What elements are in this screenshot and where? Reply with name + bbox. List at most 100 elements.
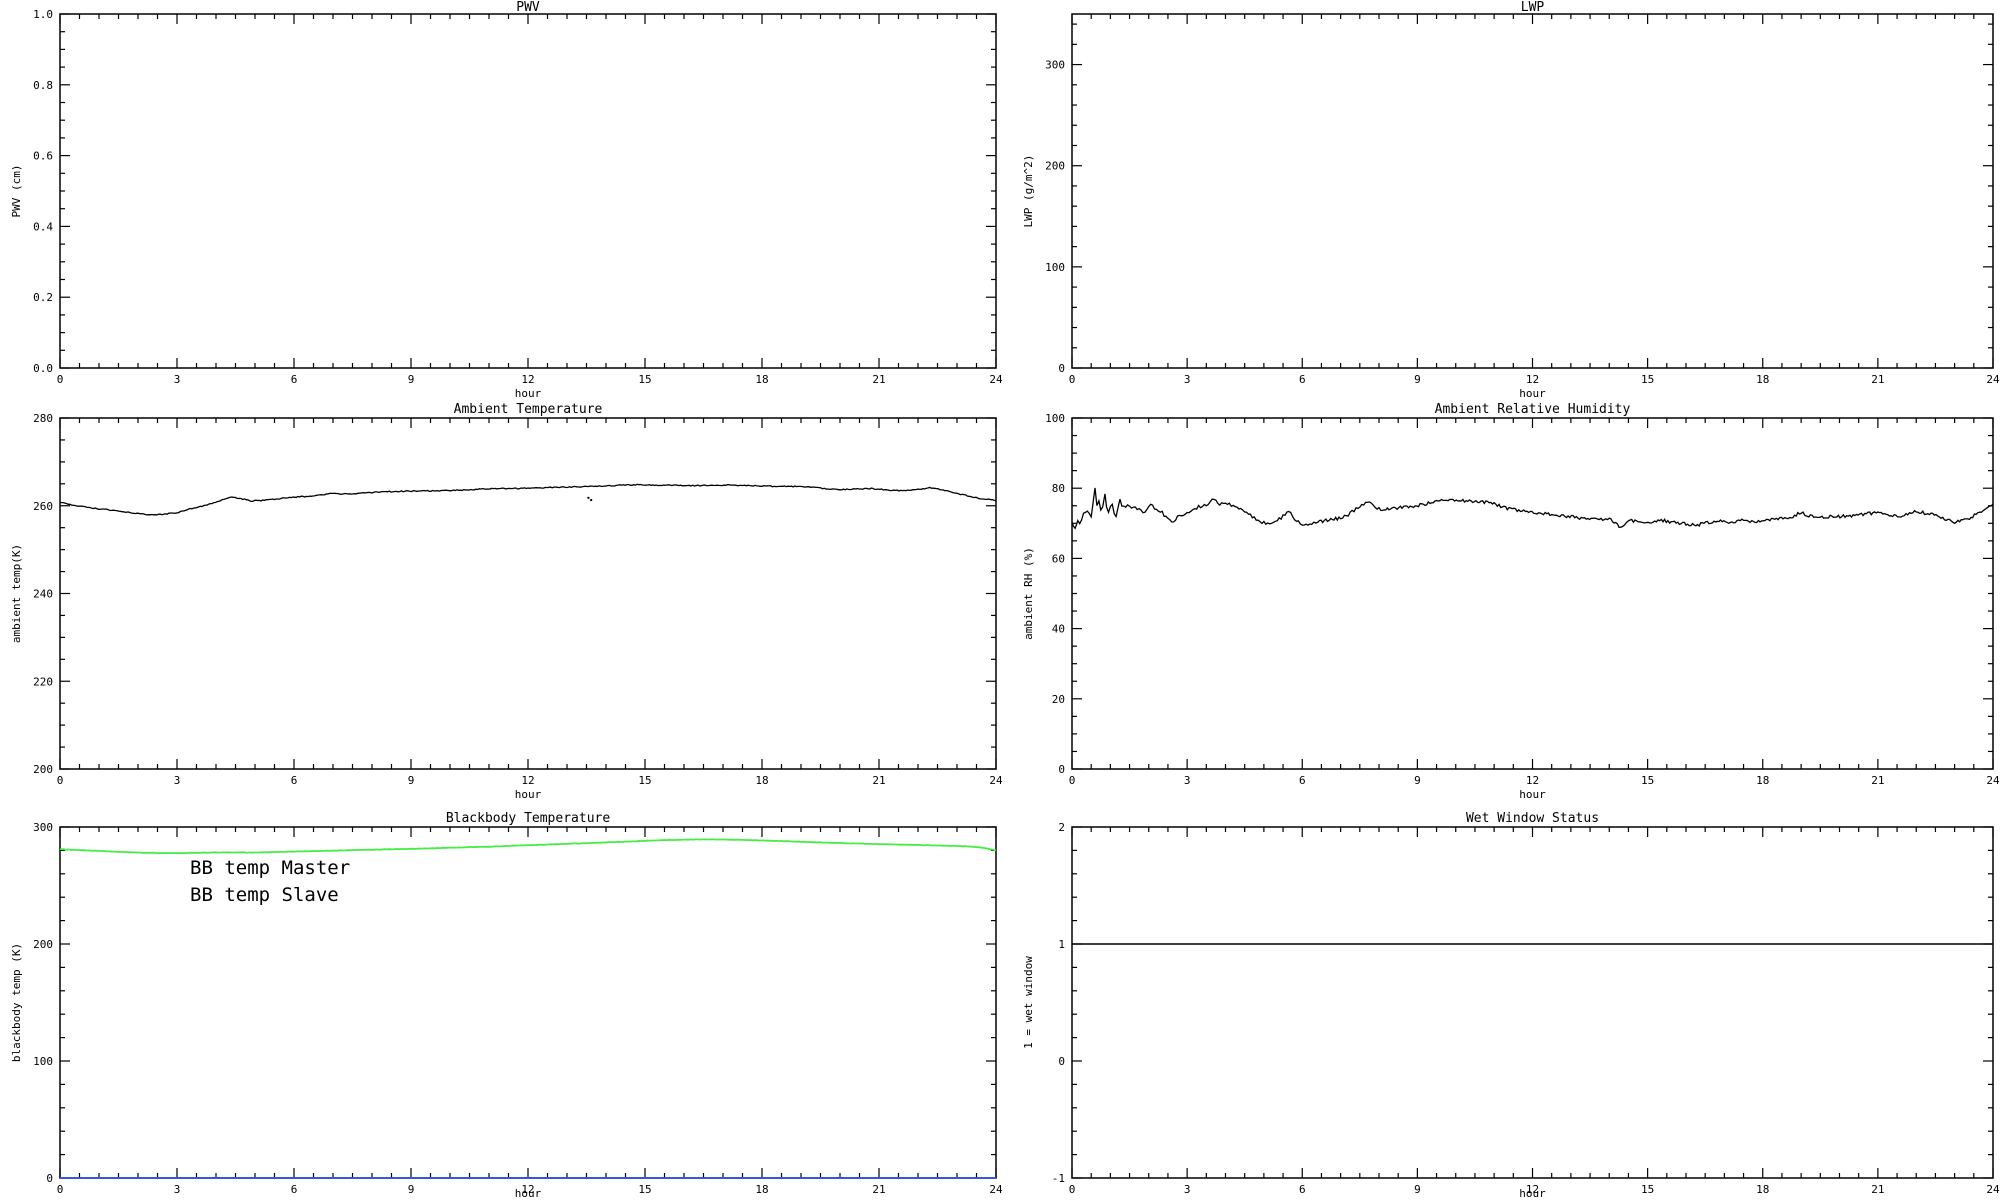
x-tick-label: 21 [1871, 373, 1884, 386]
panel-title: Blackbody Temperature [446, 811, 611, 826]
x-axis-label: hour [1519, 387, 1546, 400]
y-tick-label: 20 [1052, 693, 1065, 706]
x-tick-label: 0 [57, 774, 64, 787]
x-tick-label: 3 [174, 774, 181, 787]
x-tick-label: 21 [1871, 1183, 1884, 1196]
x-tick-label: 18 [1756, 774, 1769, 787]
x-tick-label: 12 [521, 774, 534, 787]
y-axis-label: LWP (g/m^2) [1022, 155, 1035, 228]
x-tick-label: 9 [408, 774, 415, 787]
y-tick-label: 1.0 [33, 8, 53, 21]
data-line-ambient-temp [59, 483, 996, 516]
x-tick-label: 24 [989, 1183, 1003, 1196]
y-tick-label: 1 [1058, 938, 1065, 951]
y-axis-label: ambient temp(K) [10, 544, 23, 643]
y-tick-label: 0.8 [33, 79, 53, 92]
x-axis-label: hour [515, 788, 542, 801]
y-tick-label: 0.4 [33, 220, 53, 233]
panel-title: Ambient Temperature [454, 402, 603, 417]
y-tick-label: 0 [1058, 763, 1065, 776]
legend-label-bb-temp-master: BB temp Master [190, 857, 350, 879]
panel-lwp: 0 3 6 9 12 15 18 21 24 hour 0 100 200 300 LWP LWP (g/m^… [1022, 0, 2000, 400]
x-axis-label: hour [515, 387, 542, 400]
panel-blackbody-temperature: 0 3 6 9 12 15 18 21 24 hour 0 100 200 300 Blackbody Te… [10, 811, 1003, 1200]
x-tick-label: 12 [1526, 774, 1539, 787]
y-tick-label: 0 [1058, 362, 1065, 375]
y-tick-label: 220 [33, 675, 53, 688]
y-tick-label: 300 [1045, 59, 1065, 72]
x-tick-label: 6 [1299, 774, 1306, 787]
panel-title: Wet Window Status [1466, 811, 1599, 826]
x-tick-label: 6 [1299, 373, 1306, 386]
panel-ambient-relative-humidity: 0 3 6 9 12 15 18 21 24 hour 0 20 40 60 80 100 Ambient Re… [1022, 402, 2000, 801]
x-tick-label: 21 [872, 774, 885, 787]
y-tick-label: 0 [46, 1172, 53, 1185]
x-tick-label: 18 [755, 774, 768, 787]
x-tick-label: 21 [872, 373, 885, 386]
y-tick-label: 0.2 [33, 291, 53, 304]
x-tick-label: 24 [989, 774, 1003, 787]
x-tick-label: 15 [1641, 1183, 1654, 1196]
x-tick-label: 18 [1756, 373, 1769, 386]
x-tick-label: 18 [755, 1183, 768, 1196]
x-tick-label: 6 [291, 1183, 298, 1196]
x-tick-label: 15 [638, 1183, 651, 1196]
y-tick-label: 2 [1058, 821, 1065, 834]
x-tick-label: 0 [57, 1183, 64, 1196]
x-tick-label: 6 [291, 774, 298, 787]
y-tick-label: 80 [1052, 482, 1065, 495]
outlier-point [587, 496, 590, 499]
x-tick-label: 3 [1184, 774, 1191, 787]
x-tick-label: 0 [57, 373, 64, 386]
y-tick-label: 200 [33, 763, 53, 776]
x-tick-label: 0 [1069, 373, 1076, 386]
x-tick-label: 12 [521, 373, 534, 386]
x-tick-label: 3 [174, 1183, 181, 1196]
x-tick-label: 12 [521, 1183, 534, 1196]
x-tick-label: 3 [1184, 1183, 1191, 1196]
x-tick-label: 24 [1986, 774, 2000, 787]
data-line-bb-temp-slave [59, 838, 997, 855]
y-tick-label: 100 [1045, 412, 1065, 425]
y-tick-label: 240 [33, 588, 53, 601]
x-tick-label: 21 [1871, 774, 1884, 787]
y-axis-label: PWV (cm) [10, 165, 23, 218]
x-tick-label: 24 [1986, 373, 2000, 386]
y-tick-label: 100 [33, 1055, 53, 1068]
y-tick-label: 60 [1052, 552, 1065, 565]
y-axis-label: ambient RH (%) [1022, 547, 1035, 640]
x-tick-label: 3 [1184, 373, 1191, 386]
panel-title: LWP [1521, 0, 1545, 15]
y-tick-label: 260 [33, 500, 53, 513]
x-tick-label: 24 [1986, 1183, 2000, 1196]
y-tick-label: -1 [1052, 1172, 1065, 1185]
x-axis-label: hour [515, 1187, 542, 1200]
y-tick-label: 280 [33, 412, 53, 425]
y-tick-label: 100 [1045, 261, 1065, 274]
data-line-ambient-rh [1071, 487, 1994, 530]
plot-frame [59, 826, 997, 1179]
x-tick-label: 6 [1299, 1183, 1306, 1196]
panel-title: Ambient Relative Humidity [1435, 402, 1631, 417]
y-tick-label: 0.6 [33, 150, 53, 163]
plot-frame [1071, 13, 1994, 369]
y-tick-label: 200 [1045, 160, 1065, 173]
x-axis-label: hour [1519, 1187, 1546, 1200]
x-tick-label: 9 [1414, 1183, 1421, 1196]
x-tick-label: 0 [1069, 774, 1076, 787]
x-tick-label: 21 [872, 1183, 885, 1196]
x-tick-label: 18 [1756, 1183, 1769, 1196]
x-tick-label: 9 [1414, 774, 1421, 787]
panel-pwv: 0 3 6 9 12 15 18 21 24 hour 0.0 0.2 0.4 0.6 0.8 1.0 PWV P… [10, 0, 1003, 400]
x-tick-label: 3 [174, 373, 181, 386]
x-tick-label: 18 [755, 373, 768, 386]
x-tick-label: 9 [1414, 373, 1421, 386]
plot-frame [1071, 826, 1994, 1179]
panel-title: PWV [516, 0, 540, 15]
x-tick-label: 24 [989, 373, 1003, 386]
panel-ambient-temperature: 0 3 6 9 12 15 18 21 24 hour 200 220 240 260 280 Ambient… [10, 402, 1003, 801]
x-tick-label: 12 [1526, 1183, 1539, 1196]
x-tick-label: 9 [408, 373, 415, 386]
x-axis-label: hour [1519, 788, 1546, 801]
